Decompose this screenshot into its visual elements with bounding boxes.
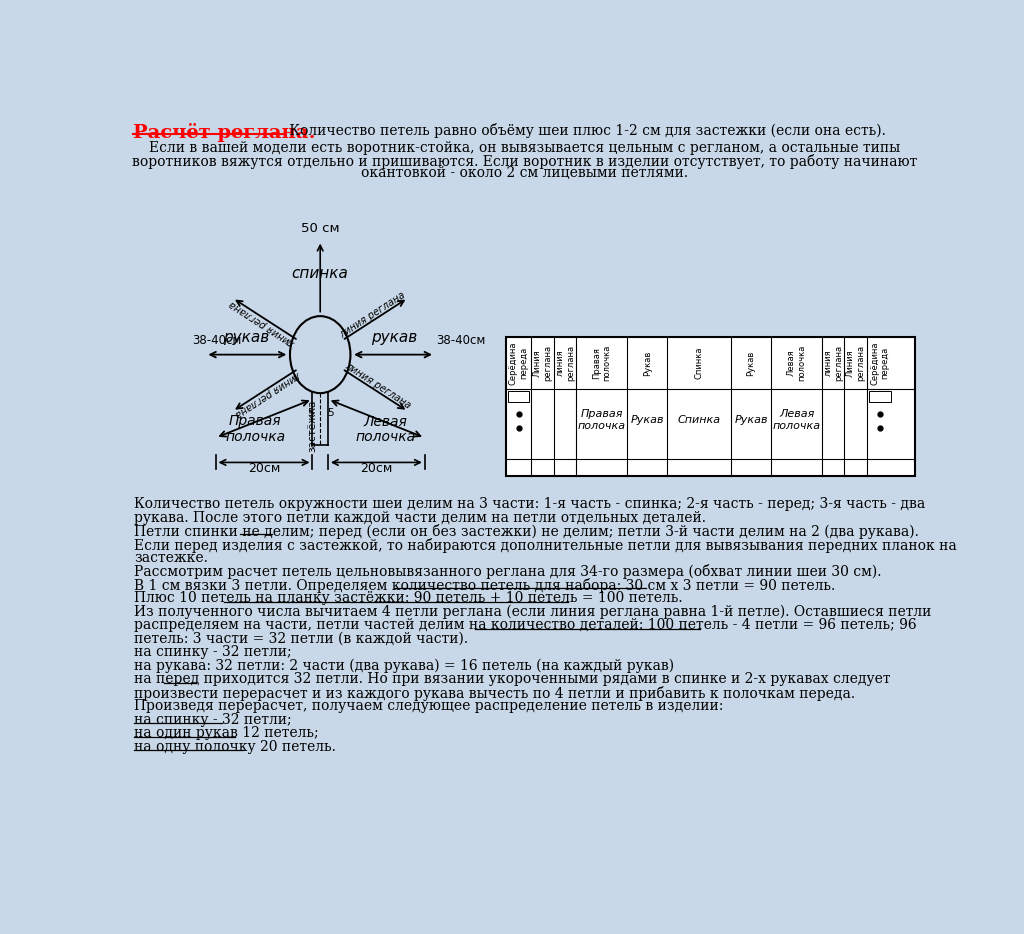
Text: Левая
полочка: Левая полочка bbox=[773, 409, 821, 431]
Text: Рукав: Рукав bbox=[643, 350, 651, 375]
Text: Рассмотрим расчет петель цельновывязанного реглана для 34-го размера (обхват лин: Рассмотрим расчет петель цельновывязанно… bbox=[134, 564, 882, 579]
Text: 38-40см: 38-40см bbox=[193, 333, 242, 347]
Text: 50 см: 50 см bbox=[301, 222, 340, 235]
Text: Количество петель равно объёму шеи плюс 1-2 см для застежки (если она есть).: Количество петель равно объёму шеи плюс … bbox=[285, 123, 886, 138]
Text: Из полученного числа вычитаем 4 петли реглана (если линия реглана равна 1-й петл: Из полученного числа вычитаем 4 петли ре… bbox=[134, 605, 932, 619]
Text: Спинка: Спинка bbox=[694, 347, 703, 379]
Text: линия реглана: линия реглана bbox=[228, 299, 297, 348]
Text: Расчёт реглана.: Расчёт реглана. bbox=[133, 123, 315, 142]
Text: Рукав: Рукав bbox=[631, 415, 664, 425]
Text: распределяем на части, петли частей делим на количество деталей: 100 петель - 4 : распределяем на части, петли частей дели… bbox=[134, 618, 916, 632]
Text: линия реглана: линия реглана bbox=[343, 361, 413, 411]
Text: Левая
полочка: Левая полочка bbox=[355, 414, 416, 445]
Text: Рукав: Рукав bbox=[734, 415, 768, 425]
Text: на спинку - 32 петли;: на спинку - 32 петли; bbox=[134, 645, 292, 659]
Text: Спинка: Спинка bbox=[678, 415, 721, 425]
Text: Если перед изделия с застежкой, то набираются дополнительные петли для вывязыван: Если перед изделия с застежкой, то набир… bbox=[134, 537, 957, 553]
Text: 20см: 20см bbox=[248, 461, 281, 474]
Text: Плюс 10 петель на планку застёжки: 90 петель + 10 петель = 100 петель.: Плюс 10 петель на планку застёжки: 90 пе… bbox=[134, 591, 683, 605]
Text: Серёдина
переда: Серёдина переда bbox=[509, 341, 528, 385]
Bar bbox=[869, 390, 891, 402]
Text: воротников вяжутся отдельно и пришиваются. Если воротник в изделии отсутствует, : воротников вяжутся отдельно и пришиваютс… bbox=[132, 154, 918, 169]
Text: линия
реглана: линия реглана bbox=[555, 345, 574, 381]
Text: на рукава: 32 петли: 2 части (два рукава) = 16 петель (на каждый рукав): на рукава: 32 петли: 2 части (два рукава… bbox=[134, 658, 675, 673]
Text: окантовкой - около 2 см лицевыми петлями.: окантовкой - около 2 см лицевыми петлями… bbox=[361, 166, 688, 180]
Text: рукав: рукав bbox=[223, 331, 269, 346]
Text: Произведя перерасчет, получаем следующее распределение петель в изделии:: Произведя перерасчет, получаем следующее… bbox=[134, 700, 724, 714]
Text: на одну полочку 20 петель.: на одну полочку 20 петель. bbox=[134, 740, 336, 754]
Text: линия реглана: линия реглана bbox=[233, 369, 303, 419]
Text: Линия
реглана: Линия реглана bbox=[846, 345, 865, 381]
Text: Количество петель окружности шеи делим на 3 части: 1-я часть - спинка; 2-я часть: Количество петель окружности шеи делим н… bbox=[134, 497, 926, 511]
Text: петель: 3 части = 32 петли (в каждой части).: петель: 3 части = 32 петли (в каждой час… bbox=[134, 631, 468, 645]
Text: спинка: спинка bbox=[292, 266, 348, 281]
Text: рукав: рукав bbox=[371, 331, 417, 346]
Text: на один рукав 12 петель;: на один рукав 12 петель; bbox=[134, 726, 318, 740]
Text: Если в вашей модели есть воротник-стойка, он вывязывается цельным с регланом, а : Если в вашей модели есть воротник-стойка… bbox=[150, 141, 900, 155]
Text: застёжка: застёжка bbox=[307, 399, 317, 452]
Text: Правая
полочка: Правая полочка bbox=[225, 414, 285, 445]
Text: рукава. После этого петли каждой части делим на петли отдельных деталей.: рукава. После этого петли каждой части д… bbox=[134, 511, 707, 525]
Text: 5: 5 bbox=[307, 408, 313, 418]
Text: В 1 см вязки 3 петли. Определяем количество петель для набора: 30 см x 3 петли =: В 1 см вязки 3 петли. Определяем количес… bbox=[134, 578, 836, 593]
Text: Правая
полочка: Правая полочка bbox=[578, 409, 626, 431]
Text: линия
реглана: линия реглана bbox=[823, 345, 843, 381]
Text: 20см: 20см bbox=[359, 461, 392, 474]
Text: Петли спинки не делим; перед (если он без застежки) не делим; петли 3-й части де: Петли спинки не делим; перед (если он бе… bbox=[134, 524, 920, 539]
Text: Правая
полочка: Правая полочка bbox=[592, 345, 611, 381]
Bar bbox=[506, 337, 915, 475]
Bar bbox=[508, 390, 529, 402]
Text: 5: 5 bbox=[327, 408, 334, 418]
Text: Рукав: Рукав bbox=[746, 350, 756, 375]
Text: на спинку - 32 петли;: на спинку - 32 петли; bbox=[134, 713, 292, 727]
Text: Линия
реглана: Линия реглана bbox=[532, 345, 552, 381]
Text: произвести перерасчет и из каждого рукава вычесть по 4 петли и прибавить к полоч: произвести перерасчет и из каждого рукав… bbox=[134, 686, 855, 700]
Text: застежке.: застежке. bbox=[134, 551, 208, 565]
Text: Левая
полочка: Левая полочка bbox=[787, 345, 807, 381]
Text: на перед приходится 32 петли. Но при вязании укороченными рядами в спинке и 2-х : на перед приходится 32 петли. Но при вяз… bbox=[134, 672, 891, 686]
Text: 38-40см: 38-40см bbox=[436, 333, 485, 347]
Text: Серёдина
переда: Серёдина переда bbox=[870, 341, 890, 385]
Text: линия реглана: линия реглана bbox=[338, 290, 407, 340]
